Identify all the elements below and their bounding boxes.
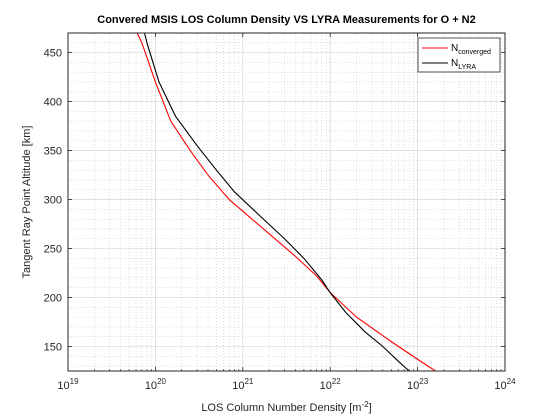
tick-layer: 1019 1020 1021 1022 1023 10241502002503003504… — [44, 33, 516, 392]
x-axis-title-end: ] — [369, 402, 372, 414]
x-tick-label: 1020 — [145, 377, 167, 392]
x-axis-title-text: LOS Column Number Density [m — [201, 402, 361, 414]
x-axis-title-superscript: -2 — [361, 400, 369, 409]
x-tick-label-exponent: 19 — [70, 377, 79, 386]
plot-area-frame — [67, 32, 506, 372]
legend-box — [417, 37, 501, 73]
series-line-lyra — [143, 33, 410, 371]
legend-label-lyra-main: N — [451, 58, 458, 69]
x-tick-label-base: 10 — [232, 380, 244, 392]
y-tick-label: 350 — [44, 146, 62, 158]
legend: Nconverged NLYRA — [417, 37, 501, 73]
y-tick-label: 250 — [44, 244, 62, 256]
legend-label-converged-main: N — [451, 43, 458, 54]
x-tick-label-base: 10 — [494, 380, 506, 392]
x-tick-label-base: 10 — [320, 380, 332, 392]
x-tick-label-base: 10 — [407, 380, 419, 392]
x-tick-label-exponent: 24 — [507, 377, 516, 386]
legend-label-converged: Nconverged — [451, 43, 491, 56]
x-tick-label: 1023 — [407, 377, 429, 392]
legend-label-lyra-subscript: LYRA — [458, 64, 476, 71]
legend-label-converged-subscript: converged — [458, 49, 491, 56]
x-tick-label: 1022 — [320, 377, 342, 392]
y-tick-label: 200 — [44, 293, 62, 305]
y-axis-title: Tangent Ray Point Altitude [km] — [21, 126, 33, 279]
series-layer — [136, 33, 436, 371]
x-tick-label-exponent: 21 — [244, 377, 253, 386]
y-tick-label: 150 — [44, 342, 62, 354]
chart-title: Convered MSIS LOS Column Density VS LYRA… — [97, 14, 475, 26]
y-tick-label: 400 — [44, 97, 62, 109]
series-line-converged — [136, 33, 436, 371]
x-tick-label: 1019 — [57, 377, 79, 392]
x-tick-label-exponent: 20 — [157, 377, 166, 386]
x-axis-title: LOS Column Number Density [m-2] — [201, 400, 371, 414]
x-tick-label-base: 10 — [57, 380, 69, 392]
y-tick-label: 300 — [44, 195, 62, 207]
grid-layer — [68, 32, 505, 371]
y-tick-label: 450 — [44, 48, 62, 60]
x-tick-label: 1024 — [494, 377, 516, 392]
x-tick-label-exponent: 23 — [419, 377, 428, 386]
legend-label-lyra: NLYRA — [451, 58, 476, 71]
x-tick-label: 1021 — [232, 377, 254, 392]
x-tick-label-base: 10 — [145, 380, 157, 392]
x-tick-label-exponent: 22 — [332, 377, 341, 386]
